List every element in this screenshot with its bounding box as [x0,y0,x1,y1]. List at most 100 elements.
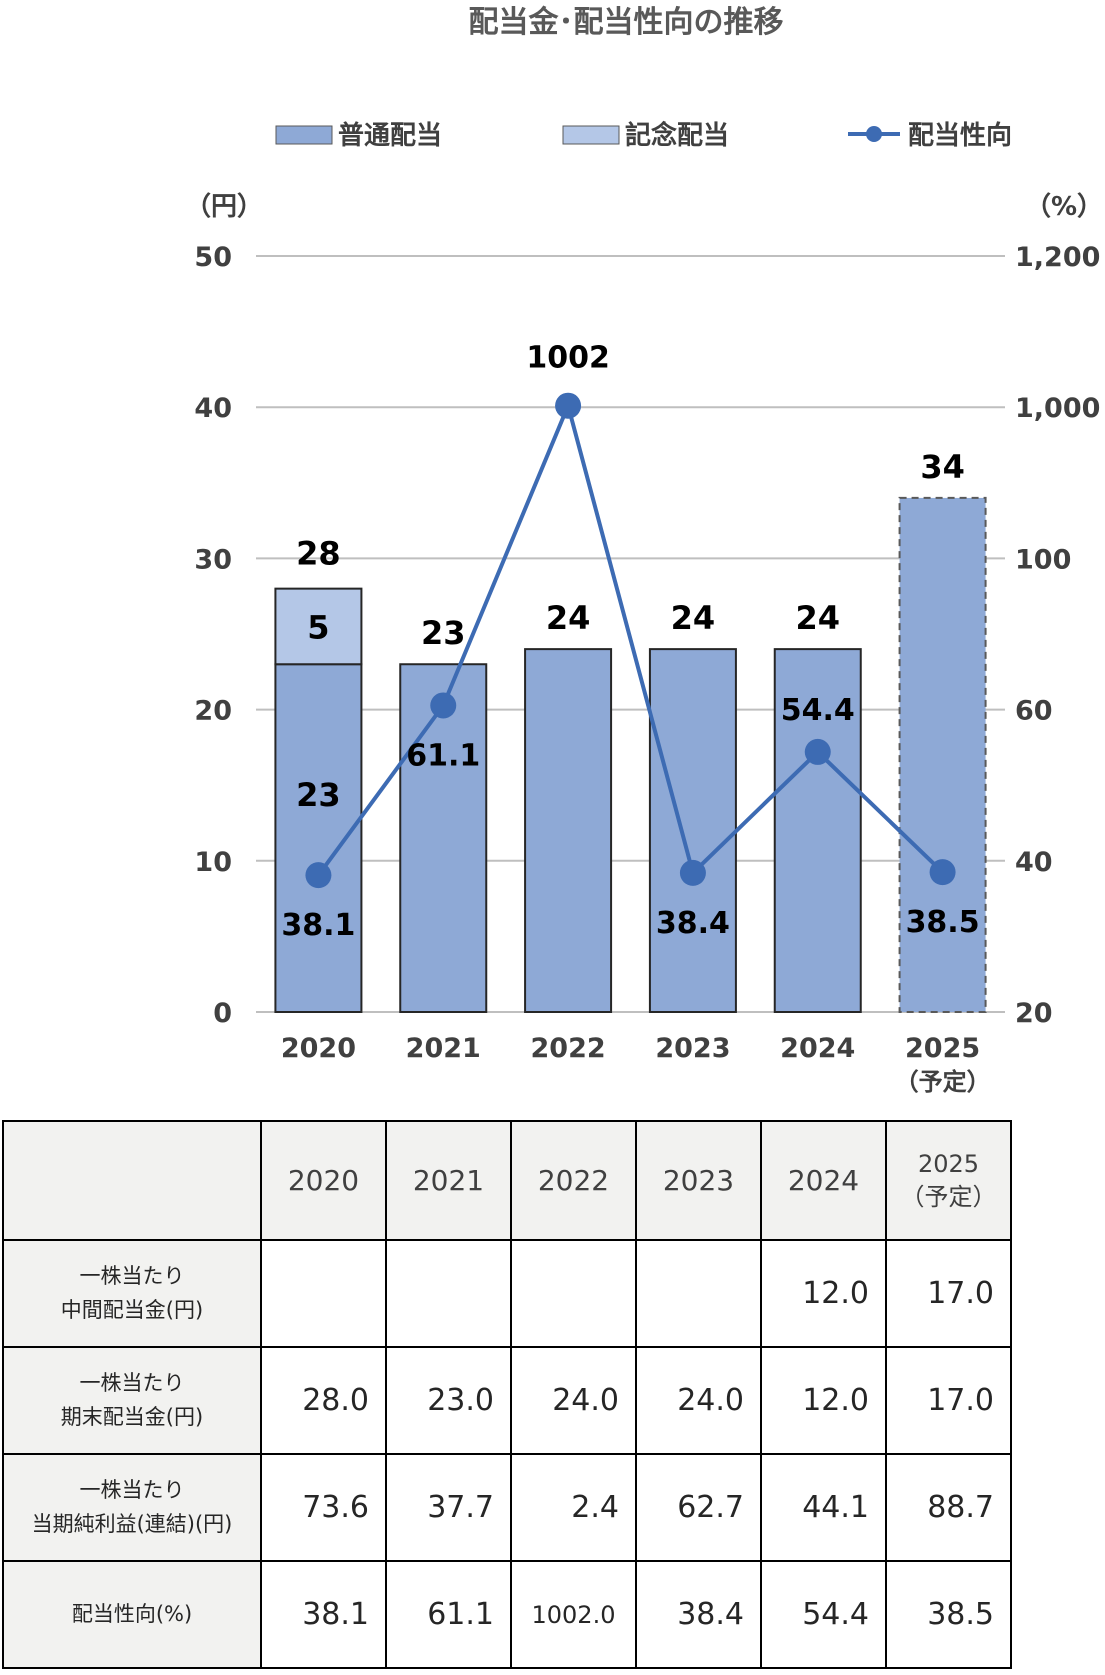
legend-label-commemorative: 記念配当 [625,120,729,151]
table-cell: 17.0 [885,1239,1012,1348]
table-cell: 44.1 [760,1453,887,1562]
table-cell: 38.4 [635,1560,762,1669]
data-label-payout: 38.4 [656,906,730,941]
table-header-forecast-note: （予定） [900,1182,997,1211]
table-row: 一株当たり 当期純利益(連結)(円) 73.6 37.7 2.4 62.7 44… [2,1453,1012,1562]
right-axis-tick-label: 20 [1015,998,1053,1029]
right-axis-unit: （%） [1025,192,1103,222]
category-label: 2021 [406,1033,481,1064]
table-header-year: 2023 [635,1120,762,1241]
table-cell: 62.7 [635,1453,762,1562]
bar-regular [773,648,862,1013]
data-label-payout: 1002 [526,341,610,376]
row-label-line: 期末配当金(円) [60,1404,204,1429]
data-label-regular: 23 [296,776,341,814]
table-row: 一株当たり 中間配当金(円) 12.0 17.0 [2,1239,1012,1348]
row-label-line: 中間配当金(円) [60,1297,204,1322]
category-label: 2022 [531,1033,606,1064]
table-cell: 61.1 [385,1560,512,1669]
table-header-year: 2021 [385,1120,512,1241]
table-row-label: 配当性向(%) [2,1560,262,1669]
table-cell: 88.7 [885,1453,1012,1562]
data-label-total: 28 [296,535,341,573]
table-cell [510,1239,637,1348]
table-cell: 17.0 [885,1346,1012,1455]
row-label-line: 当期純利益(連結)(円) [31,1511,233,1536]
table-row: 一株当たり 期末配当金(円) 28.0 23.0 24.0 24.0 12.0 … [2,1346,1012,1455]
payout-marker [305,862,332,889]
left-axis-tick-label: 40 [194,393,232,424]
data-label-regular: 34 [920,448,965,486]
bar-regular [898,496,987,1014]
table-row-label: 一株当たり 当期純利益(連結)(円) [2,1453,262,1562]
legend-marker-payout [866,126,882,142]
right-axis-tick-label: 1,200 [1015,242,1100,273]
table-cell: 2.4 [510,1453,637,1562]
table-cell: 12.0 [760,1239,887,1348]
table-header-year-forecast: 2025 （予定） [885,1120,1012,1241]
table-cell [385,1239,512,1348]
bar-commemorative [274,587,363,666]
table-cell: 12.0 [760,1346,887,1455]
right-axis-tick-label: 1,000 [1015,393,1100,424]
legend-label-payout: 配当性向 [908,120,1012,151]
data-label-regular: 24 [671,599,716,637]
table-row: 配当性向(%) 38.1 61.1 1002.0 38.4 54.4 38.5 [2,1560,1012,1669]
payout-polyline [316,399,944,877]
row-label-line: 一株当たり [79,1370,185,1395]
table-cell: 54.4 [760,1560,887,1669]
table-cell [260,1239,387,1348]
left-axis-tick-label: 10 [194,847,232,878]
table-corner [2,1120,262,1241]
table-cell: 28.0 [260,1346,387,1455]
data-label-payout: 61.1 [406,738,480,773]
table-cell [635,1239,762,1348]
category-label: 2020 [281,1033,356,1064]
payout-marker [804,738,831,765]
left-axis-unit: （円） [185,192,263,222]
payout-marker [555,392,582,419]
dividend-chart: 配当金･配当性向の推移 普通配当 記念配当 配当性向 （円） （%） 0 20 10… [185,5,1103,1096]
category-label: 2023 [655,1033,730,1064]
data-label-regular: 23 [421,614,466,652]
data-label-commemorative: 5 [307,608,329,646]
table-cell: 37.7 [385,1453,512,1562]
table-header-year: 2022 [510,1120,637,1241]
legend-label-regular: 普通配当 [338,120,442,151]
category-sublabel: （予定） [895,1068,991,1096]
right-axis-tick-label: 60 [1015,696,1053,727]
category-label: 2025 [905,1033,980,1064]
bar-regular [648,648,737,1013]
row-label-line: 配当性向(%) [71,1601,193,1626]
axis-ticks: 0 20 10 40 20 60 30 100 40 1,000 50 1,200 [194,242,1100,1029]
left-axis-tick-label: 50 [194,242,232,273]
table-cell: 38.1 [260,1560,387,1669]
table-cell: 24.0 [635,1346,762,1455]
bar-regular [274,663,363,1013]
table-header-year: 2020 [260,1120,387,1241]
data-label-payout: 38.5 [906,905,980,940]
right-axis-tick-label: 100 [1015,544,1071,575]
table-cell: 73.6 [260,1453,387,1562]
table-cell: 38.5 [885,1560,1012,1669]
chart-title: 配当金･配当性向の推移 [469,5,784,40]
payout-marker [679,859,706,886]
table-cell: 1002.0 [510,1560,637,1669]
table-cell: 24.0 [510,1346,637,1455]
legend: 普通配当 記念配当 配当性向 [275,120,1012,151]
bar-regular [524,648,613,1013]
data-label-payout: 38.1 [281,908,355,943]
bar-regular [399,663,488,1013]
gridlines [256,255,1005,1013]
left-axis-tick-label: 20 [194,696,232,727]
data-labels: 5 28 23 23 24 24 24 34 38.1 61.1 1002 38.4 54.4 38.5 [281,341,979,943]
row-label-line: 一株当たり [79,1263,185,1288]
table-row-label: 一株当たり 期末配当金(円) [2,1346,262,1455]
legend-swatch-commemorative [562,125,620,145]
payout-line [305,392,956,889]
category-label: 2024 [780,1033,855,1064]
payout-marker [430,692,457,719]
left-axis-tick-label: 0 [213,998,232,1029]
payout-marker [929,859,956,886]
data-label-regular: 24 [795,599,840,637]
